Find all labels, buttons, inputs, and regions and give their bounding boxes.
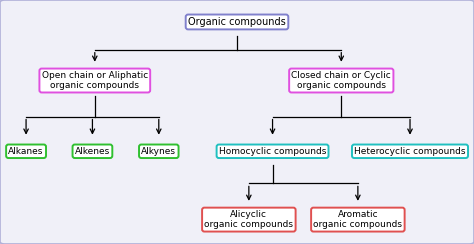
Text: Alkynes: Alkynes: [141, 147, 176, 156]
Text: Alkenes: Alkenes: [75, 147, 110, 156]
Text: Closed chain or Cyclic
organic compounds: Closed chain or Cyclic organic compounds: [292, 71, 391, 90]
Text: Heterocyclic compounds: Heterocyclic compounds: [354, 147, 466, 156]
Text: Homocyclic compounds: Homocyclic compounds: [219, 147, 326, 156]
Text: Alicyclic
organic compounds: Alicyclic organic compounds: [204, 210, 293, 229]
Text: Aromatic
organic compounds: Aromatic organic compounds: [313, 210, 402, 229]
Text: Alkanes: Alkanes: [9, 147, 44, 156]
Text: Open chain or Aliphatic
organic compounds: Open chain or Aliphatic organic compound…: [42, 71, 148, 90]
Text: Organic compounds: Organic compounds: [188, 17, 286, 27]
